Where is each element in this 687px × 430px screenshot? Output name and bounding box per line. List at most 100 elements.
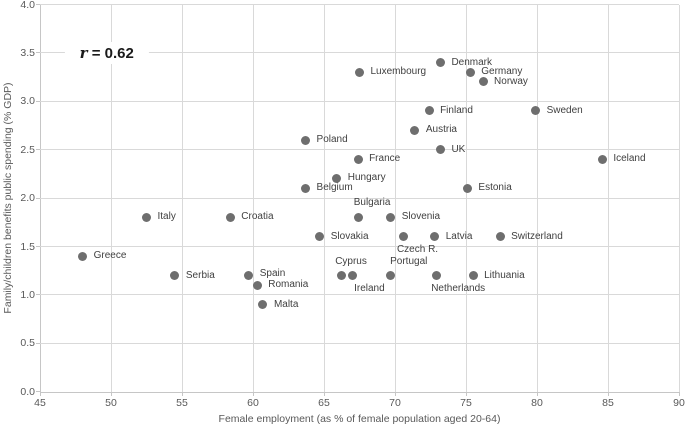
x-tick-label: 70 (389, 397, 401, 409)
data-point-romania (252, 280, 262, 290)
data-label-serbia: Serbia (185, 269, 215, 281)
y-axis-tick (36, 100, 40, 102)
data-label-czech-r-: Czech R. (396, 243, 439, 255)
data-point-estonia (462, 183, 472, 193)
data-point-denmark (435, 58, 445, 68)
x-tick-label: 85 (602, 397, 614, 409)
y-tick-label: 1.5 (20, 240, 35, 253)
data-point-iceland (597, 154, 607, 164)
y-gridline (40, 197, 679, 199)
data-point-switzerland (495, 232, 505, 242)
correlation-value: = 0.62 (87, 44, 134, 62)
data-label-lithuania: Lithuania (484, 269, 525, 281)
data-label-luxembourg: Luxembourg (370, 66, 427, 78)
data-label-cyprus: Cyprus (335, 255, 367, 267)
data-label-romania: Romania (268, 279, 309, 291)
y-axis-tick (36, 294, 40, 296)
x-tick-label: 45 (34, 397, 46, 409)
data-point-netherlands (431, 271, 441, 281)
y-axis-tick (36, 342, 40, 344)
data-point-germany (465, 67, 475, 77)
data-point-slovenia (386, 212, 396, 222)
x-gridline (536, 4, 538, 392)
y-tick-label: 2.5 (20, 143, 35, 156)
data-label-croatia: Croatia (241, 211, 274, 223)
x-axis-line (40, 391, 680, 393)
data-label-greece: Greece (93, 250, 127, 262)
data-point-bulgaria (353, 212, 363, 222)
data-point-czech-r- (399, 232, 409, 242)
x-tick-label: 80 (531, 397, 543, 409)
data-point-serbia (170, 271, 180, 281)
data-label-latvia: Latvia (445, 230, 473, 242)
y-axis-tick (36, 246, 40, 247)
data-point-lithuania (468, 271, 478, 281)
data-point-norway (478, 77, 488, 87)
data-label-spain: Spain (259, 267, 286, 279)
y-tick-label: 4.0 (20, 0, 35, 11)
data-point-latvia (430, 232, 440, 242)
data-label-hungary: Hungary (347, 171, 386, 183)
data-point-luxembourg (355, 67, 364, 77)
data-label-uk: UK (451, 143, 466, 155)
data-label-denmark: Denmark (451, 56, 493, 68)
x-axis-tick (181, 391, 183, 396)
x-axis-tick (465, 391, 467, 396)
y-axis-tick (36, 52, 40, 54)
y-axis-tick (36, 4, 40, 5)
data-point-sweden (531, 106, 541, 116)
x-gridline (607, 4, 609, 392)
x-tick-label: 90 (673, 397, 685, 409)
data-label-italy: Italy (157, 211, 176, 223)
x-axis-tick (678, 391, 680, 396)
data-label-germany: Germany (481, 66, 523, 78)
x-gridline (323, 4, 325, 392)
data-point-uk (435, 145, 445, 155)
y-tick-label: 0.0 (20, 385, 35, 398)
x-axis-tick (394, 391, 396, 396)
x-axis-tick (607, 391, 609, 396)
x-tick-label: 55 (176, 397, 188, 409)
data-label-malta: Malta (273, 298, 299, 310)
y-tick-label: 0.5 (20, 337, 35, 350)
correlation-annotation: r = 0.62 (64, 41, 149, 64)
y-gridline (40, 246, 679, 247)
data-label-slovenia: Slovenia (401, 211, 441, 223)
correlation-variable: r (79, 43, 88, 62)
data-label-iceland: Iceland (613, 153, 646, 165)
data-label-france: France (369, 153, 401, 165)
data-label-austria: Austria (425, 124, 457, 136)
data-point-croatia (225, 212, 235, 222)
data-label-poland: Poland (316, 134, 348, 146)
data-label-bulgaria: Bulgaria (353, 197, 391, 209)
y-gridline (40, 52, 679, 54)
y-gridline (40, 4, 679, 5)
y-axis-tick (36, 391, 40, 393)
data-label-switzerland: Switzerland (511, 230, 563, 242)
x-tick-label: 65 (318, 397, 330, 409)
x-axis-tick (110, 391, 112, 396)
data-label-sweden: Sweden (546, 104, 583, 116)
y-axis-tick (36, 197, 40, 199)
data-point-portugal (386, 271, 396, 281)
data-point-slovakia (315, 232, 325, 242)
data-point-austria (410, 125, 420, 135)
x-gridline (110, 4, 112, 392)
data-label-finland: Finland (440, 104, 473, 116)
x-gridline (252, 4, 254, 392)
x-gridline (394, 4, 396, 392)
x-gridline (465, 4, 467, 392)
y-tick-label: 3.5 (20, 46, 35, 59)
x-axis-tick (323, 391, 325, 396)
data-point-cyprus (336, 271, 346, 281)
y-tick-label: 2.0 (20, 192, 35, 205)
data-label-slovakia: Slovakia (330, 230, 369, 242)
y-tick-label: 3.0 (20, 95, 35, 108)
data-point-italy (142, 212, 151, 222)
x-axis-tick (39, 391, 41, 396)
y-gridline (40, 100, 679, 102)
data-point-france (353, 154, 363, 164)
data-label-netherlands: Netherlands (431, 282, 486, 294)
x-axis-title: Female employment (as % of female popula… (218, 413, 501, 425)
data-label-norway: Norway (494, 75, 528, 87)
